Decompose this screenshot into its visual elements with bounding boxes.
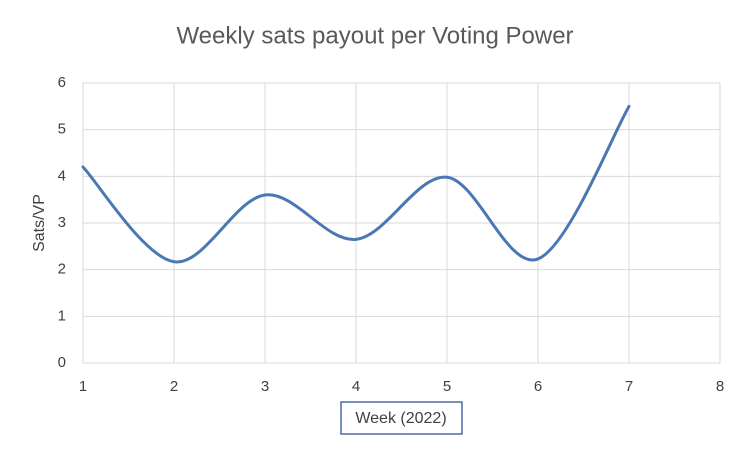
x-tick-label: 2 bbox=[170, 378, 178, 395]
x-label-box bbox=[340, 401, 463, 435]
x-tick-label: 7 bbox=[625, 378, 633, 395]
x-tick-label: 3 bbox=[261, 378, 269, 395]
x-tick-label: 5 bbox=[443, 378, 451, 395]
x-tick-label: 4 bbox=[352, 378, 360, 395]
y-tick-label: 5 bbox=[58, 121, 66, 138]
x-tick-label: 8 bbox=[716, 378, 724, 395]
y-tick-label: 4 bbox=[58, 167, 66, 184]
y-tick-label: 1 bbox=[58, 307, 66, 324]
y-tick-label: 3 bbox=[58, 214, 66, 231]
x-axis-label: Week (2022) bbox=[355, 410, 446, 427]
y-tick-label: 0 bbox=[58, 354, 66, 371]
x-tick-label: 1 bbox=[79, 378, 87, 395]
data-line bbox=[81, 104, 631, 264]
y-tick-label: 2 bbox=[58, 261, 66, 278]
y-axis-label: Sats/VP bbox=[31, 194, 48, 252]
chart-title: Weekly sats payout per Voting Power bbox=[176, 22, 573, 49]
x-tick-label: 6 bbox=[534, 378, 542, 395]
y-tick-label: 6 bbox=[58, 74, 66, 91]
